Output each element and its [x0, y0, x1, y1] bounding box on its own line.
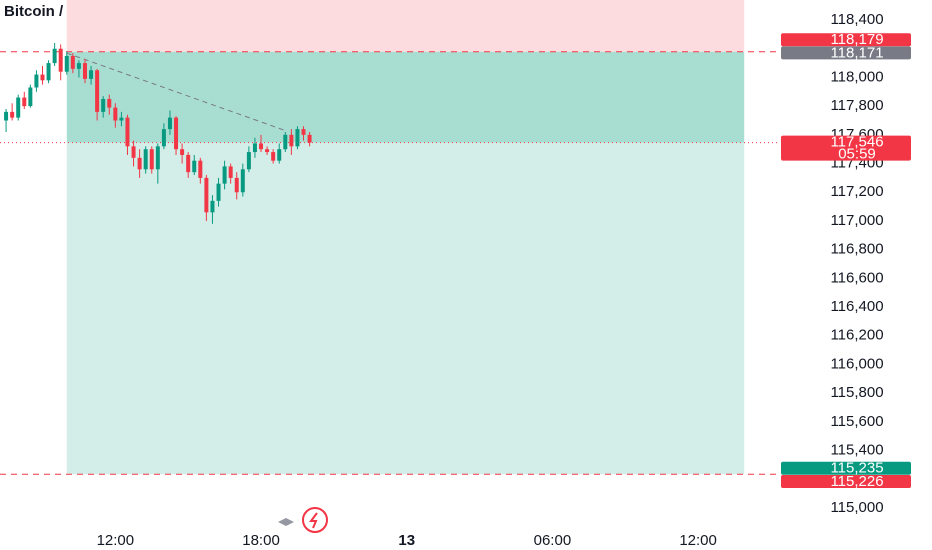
y-tick-label: 117,200	[830, 183, 883, 200]
candle-body	[101, 98, 106, 112]
candle-body	[34, 74, 39, 88]
y-tick-label: 115,800	[830, 384, 883, 401]
candle-body	[186, 154, 191, 173]
candle-body	[155, 146, 160, 170]
candle-body	[149, 149, 154, 170]
y-tick-label: 115,000	[830, 499, 883, 516]
candle-body	[52, 48, 57, 64]
candle-body	[125, 117, 130, 147]
candle-body	[240, 169, 245, 193]
candle-body	[307, 134, 312, 143]
price-label: 118,179	[830, 31, 883, 48]
candle-body	[295, 129, 300, 147]
candle-body	[228, 166, 233, 178]
candle-body	[161, 129, 166, 147]
candle-body	[234, 177, 239, 193]
candle-body	[259, 143, 264, 150]
candle-body	[89, 70, 94, 79]
y-tick-label: 116,400	[830, 298, 883, 315]
countdown: 05:59	[838, 146, 876, 163]
candle-body	[174, 117, 179, 150]
candle-body	[70, 55, 75, 69]
candle-body	[82, 63, 87, 79]
candle-body	[107, 98, 112, 108]
price-label-box	[781, 33, 911, 47]
candle-body	[222, 166, 227, 184]
x-tick-label: 18:00	[242, 532, 280, 549]
candle-body	[46, 63, 51, 81]
candle-body	[167, 117, 172, 130]
candle-body	[143, 149, 148, 170]
candle-body	[58, 48, 63, 72]
candle-body	[10, 111, 15, 118]
candle-body	[180, 149, 185, 155]
price-label: 118,171	[830, 44, 883, 61]
profit-zone-upper	[66, 51, 745, 143]
candle-body	[95, 70, 100, 112]
candle-body	[301, 129, 306, 135]
price-label: 115,235	[830, 460, 883, 477]
candle-body	[137, 157, 142, 170]
candle-body	[22, 97, 27, 107]
y-tick-label: 115,600	[830, 413, 883, 430]
candle-body	[192, 160, 197, 173]
y-tick-label: 117,000	[830, 212, 883, 229]
candle-body	[64, 55, 69, 72]
candle-body	[246, 152, 251, 170]
y-tick-label: 116,800	[830, 241, 883, 258]
candle-body	[283, 134, 288, 150]
candle-body	[131, 146, 136, 158]
y-tick-label: 116,000	[830, 355, 883, 372]
candle-body	[76, 63, 81, 69]
y-tick-label: 116,200	[830, 327, 883, 344]
candle-body	[40, 74, 45, 81]
x-tick-label: 06:00	[534, 532, 572, 549]
candle-body	[4, 111, 9, 121]
candle-body	[28, 87, 33, 107]
candle-body	[204, 177, 209, 213]
candle-body	[265, 149, 270, 153]
x-tick-label: 12:00	[679, 532, 717, 549]
price-label-box	[781, 461, 911, 475]
y-tick-label: 117,800	[830, 97, 883, 114]
candle-body	[252, 143, 257, 153]
candle-body	[16, 97, 21, 118]
price-label: 115,226	[830, 473, 883, 490]
y-tick-label: 115,400	[830, 442, 883, 459]
candle-body	[210, 200, 215, 213]
price-label: 117,546	[830, 134, 883, 151]
stop-zone	[66, 0, 745, 52]
candle-body	[216, 183, 221, 201]
x-tick-label: 12:00	[97, 532, 135, 549]
candle-body	[119, 117, 124, 121]
price-label-box	[781, 46, 911, 60]
candle-body	[198, 160, 203, 178]
y-tick-label: 118,400	[830, 11, 883, 28]
candle-body	[289, 134, 294, 147]
price-label-box	[781, 475, 911, 489]
profit-zone	[66, 142, 745, 475]
logo-icon	[278, 507, 328, 533]
candle-body	[271, 152, 276, 161]
y-tick-label: 118,000	[830, 68, 883, 85]
price-label-box	[781, 135, 911, 161]
y-tick-label: 116,600	[830, 269, 883, 286]
trend-line	[66, 52, 286, 132]
candle-body	[277, 149, 282, 161]
x-tick-label: 13	[398, 532, 415, 549]
candle-body	[113, 107, 118, 121]
